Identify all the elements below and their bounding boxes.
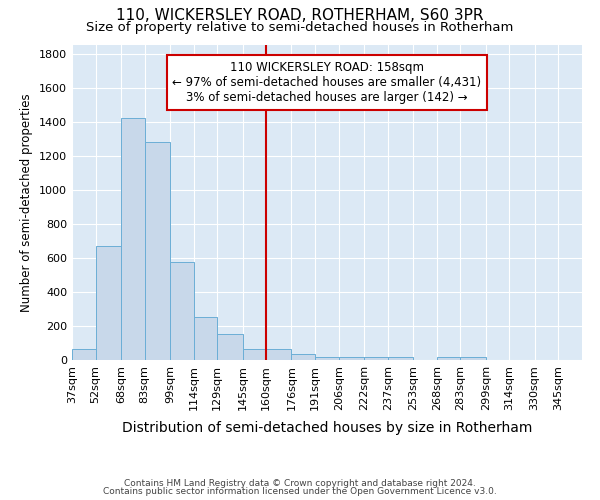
Bar [460,358,485,360]
Bar [388,358,413,360]
Bar [145,142,170,360]
Text: 110 WICKERSLEY ROAD: 158sqm
← 97% of semi-detached houses are smaller (4,431)
3%: 110 WICKERSLEY ROAD: 158sqm ← 97% of sem… [172,60,482,104]
Bar [266,349,292,360]
Text: Contains public sector information licensed under the Open Government Licence v3: Contains public sector information licen… [103,487,497,496]
Bar [315,356,339,360]
Bar [217,334,242,360]
Bar [170,262,194,360]
Bar [437,356,460,360]
Bar [95,246,121,360]
Y-axis label: Number of semi-detached properties: Number of semi-detached properties [20,93,34,312]
Text: Size of property relative to semi-detached houses in Rotherham: Size of property relative to semi-detach… [86,21,514,34]
Text: 110, WICKERSLEY ROAD, ROTHERHAM, S60 3PR: 110, WICKERSLEY ROAD, ROTHERHAM, S60 3PR [116,8,484,22]
Bar [339,356,364,360]
Bar [364,358,388,360]
X-axis label: Distribution of semi-detached houses by size in Rotherham: Distribution of semi-detached houses by … [122,421,532,435]
Bar [121,118,145,360]
Bar [72,349,95,360]
Bar [242,349,266,360]
Bar [292,354,315,360]
Text: Contains HM Land Registry data © Crown copyright and database right 2024.: Contains HM Land Registry data © Crown c… [124,478,476,488]
Bar [194,316,217,360]
